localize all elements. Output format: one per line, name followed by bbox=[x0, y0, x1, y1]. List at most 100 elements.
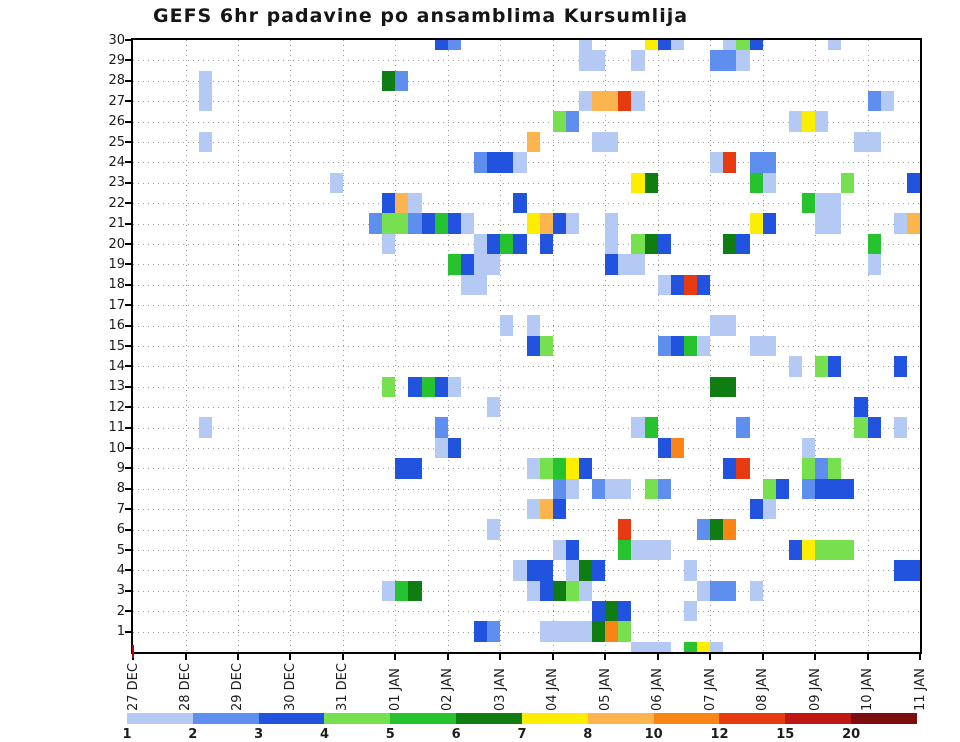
colorbar bbox=[127, 713, 917, 724]
heatmap-cell bbox=[867, 254, 881, 275]
heatmap-cell bbox=[198, 131, 212, 153]
y-axis-label: 22 bbox=[108, 195, 125, 211]
heatmap-cell bbox=[565, 539, 579, 561]
x-axis-label: 28 DEC bbox=[178, 663, 193, 711]
heatmap-cell bbox=[841, 172, 855, 193]
heatmap-cell bbox=[618, 254, 632, 275]
heatmap-cell bbox=[880, 91, 894, 112]
heatmap-cell bbox=[487, 152, 501, 173]
heatmap-cell bbox=[657, 233, 671, 255]
heatmap-cell bbox=[395, 213, 409, 234]
x-axis-label: 07 JAN bbox=[702, 668, 718, 711]
grid-line-horizontal bbox=[133, 101, 920, 103]
heatmap-cell bbox=[723, 580, 737, 601]
x-axis-tick bbox=[866, 653, 869, 660]
heatmap-cell bbox=[460, 274, 474, 295]
heatmap-cell bbox=[749, 213, 763, 234]
heatmap-cell bbox=[539, 499, 553, 520]
heatmap-cell bbox=[828, 539, 842, 561]
heatmap-cell bbox=[867, 417, 881, 438]
heatmap-cell bbox=[565, 560, 579, 581]
heatmap-cell bbox=[408, 193, 422, 214]
heatmap-cell bbox=[631, 417, 645, 438]
heatmap-cell bbox=[605, 213, 619, 234]
grid-line-vertical bbox=[710, 40, 712, 652]
heatmap-cell bbox=[815, 478, 829, 499]
heatmap-cell bbox=[723, 50, 737, 71]
heatmap-cell bbox=[723, 233, 737, 255]
heatmap-cell bbox=[683, 641, 697, 652]
heatmap-cell bbox=[526, 580, 540, 601]
heatmap-cell bbox=[815, 458, 829, 479]
x-axis-tick bbox=[919, 653, 921, 660]
heatmap-cell bbox=[697, 335, 711, 357]
heatmap-cell bbox=[683, 560, 697, 581]
grid-line-vertical bbox=[552, 40, 554, 652]
grid-line-vertical bbox=[237, 40, 239, 652]
heatmap-cell bbox=[854, 417, 868, 438]
heatmap-cell bbox=[631, 539, 645, 561]
heatmap-cell bbox=[670, 40, 684, 51]
heatmap-cell bbox=[723, 458, 737, 479]
y-axis-tick bbox=[125, 467, 132, 470]
heatmap-cell bbox=[474, 274, 488, 295]
x-axis-label: 06 JAN bbox=[650, 668, 666, 711]
heatmap-cell bbox=[395, 70, 409, 91]
colorbar-segment bbox=[127, 713, 193, 724]
heatmap-cell bbox=[736, 40, 750, 51]
x-axis-label: 31 DEC bbox=[335, 663, 351, 711]
heatmap-cell bbox=[487, 254, 501, 275]
heatmap-cell bbox=[906, 560, 920, 581]
x-axis-tick bbox=[604, 653, 607, 660]
heatmap-cell bbox=[697, 641, 711, 652]
x-axis-label: 02 JAN bbox=[440, 668, 456, 711]
heatmap-cell bbox=[841, 539, 855, 561]
heatmap-cell bbox=[579, 50, 593, 71]
x-axis-label: 09 JAN bbox=[807, 668, 823, 711]
heatmap-cell bbox=[723, 376, 737, 397]
heatmap-cell bbox=[474, 254, 488, 275]
y-axis-label: 24 bbox=[108, 154, 125, 170]
heatmap-cell bbox=[487, 233, 501, 255]
colorbar-segment bbox=[258, 713, 325, 724]
y-axis-tick bbox=[125, 141, 132, 143]
heatmap-cell bbox=[854, 397, 868, 418]
heatmap-cell bbox=[893, 213, 907, 234]
colorbar-segment bbox=[390, 713, 457, 724]
heatmap-cell bbox=[539, 213, 553, 234]
grid-line-horizontal bbox=[133, 162, 920, 164]
heatmap-cell bbox=[421, 213, 435, 234]
y-axis-tick bbox=[125, 345, 132, 347]
y-axis-tick bbox=[125, 610, 132, 613]
heatmap-cell bbox=[618, 539, 632, 561]
heatmap-cell bbox=[854, 131, 868, 153]
heatmap-cell bbox=[802, 458, 816, 479]
heatmap-cell bbox=[526, 458, 540, 479]
grid-line-vertical bbox=[500, 40, 502, 652]
heatmap-cell bbox=[579, 621, 593, 642]
heatmap-cell bbox=[395, 193, 409, 214]
heatmap-cell bbox=[579, 91, 593, 112]
heatmap-cell bbox=[828, 478, 842, 499]
y-axis-tick bbox=[125, 263, 132, 266]
grid-line-horizontal bbox=[133, 407, 920, 409]
heatmap-cell bbox=[605, 621, 619, 642]
heatmap-cell bbox=[644, 641, 658, 652]
heatmap-cell bbox=[526, 213, 540, 234]
heatmap-cell bbox=[762, 213, 776, 234]
heatmap-cell bbox=[762, 499, 776, 520]
colorbar-segment bbox=[456, 713, 522, 724]
heatmap-cell bbox=[565, 213, 579, 234]
heatmap-cell bbox=[710, 315, 724, 336]
heatmap-cell bbox=[592, 91, 606, 112]
heatmap-cell bbox=[539, 335, 553, 357]
colorbar-label: 5 bbox=[385, 727, 395, 742]
y-axis-tick bbox=[125, 79, 132, 82]
heatmap-cell bbox=[395, 580, 409, 601]
grid-line-horizontal bbox=[133, 121, 920, 123]
heatmap-cell bbox=[474, 152, 488, 173]
heatmap-cell bbox=[657, 335, 671, 357]
y-axis-label: 1 bbox=[116, 624, 125, 640]
colorbar-segment bbox=[521, 713, 588, 724]
